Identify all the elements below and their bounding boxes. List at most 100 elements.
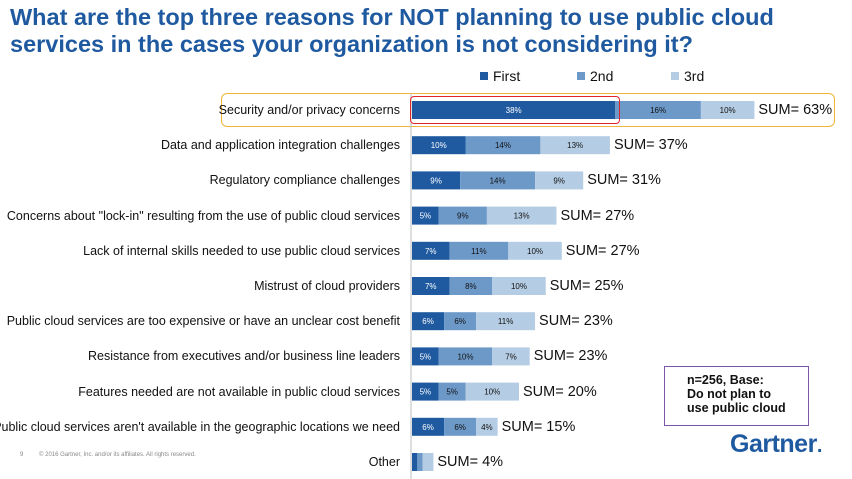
sum-label-10: SUM= 4% xyxy=(437,454,504,470)
bar-label-2nd-5: 8% xyxy=(465,282,477,291)
category-label-1: Data and application integration challen… xyxy=(160,138,400,153)
bar-2nd-9 xyxy=(444,417,477,436)
bar-2nd-1 xyxy=(465,136,541,155)
bar-label-3rd-4: 10% xyxy=(527,247,543,256)
sum-label-6: SUM= 23% xyxy=(539,313,613,330)
note-line-2: Do not plan to xyxy=(687,387,772,401)
legend-swatch-second xyxy=(577,72,585,80)
bar-3rd-0 xyxy=(700,101,755,119)
bar-label-first-0: 38% xyxy=(506,106,522,115)
bar-label-3rd-0: 10% xyxy=(720,106,736,115)
highlight-box xyxy=(221,93,835,127)
bar-label-first-8: 5% xyxy=(420,388,432,397)
sample-note: n=256, Base: Do not plan to use public c… xyxy=(664,366,809,426)
category-label-4: Lack of internal skills needed to use pu… xyxy=(83,243,400,258)
bar-label-first-7: 5% xyxy=(420,352,432,361)
bar-label-2nd-8: 5% xyxy=(446,388,458,397)
category-label-0: Security and/or privacy concerns xyxy=(218,103,400,117)
bar-first-6 xyxy=(412,312,445,331)
bar-label-3rd-9: 4% xyxy=(481,423,493,432)
category-label-10: Other xyxy=(368,455,400,469)
bar-label-2nd-9: 6% xyxy=(454,423,466,432)
bar-first-4 xyxy=(412,241,450,260)
bar-label-3rd-5: 10% xyxy=(511,282,527,291)
logo-text: Gartner xyxy=(730,430,817,458)
bar-3rd-1 xyxy=(540,136,610,155)
bar-3rd-5 xyxy=(492,277,546,295)
category-label-9: Public cloud services aren't available i… xyxy=(0,419,400,434)
sum-label-1: SUM= 37% xyxy=(613,137,688,154)
bar-label-2nd-0: 16% xyxy=(650,106,666,115)
bar-label-3rd-3: 13% xyxy=(514,212,530,221)
chart-title: What are the top three reasons for NOT p… xyxy=(10,4,774,57)
bar-label-3rd-1: 13% xyxy=(567,141,583,150)
bar-3rd-9 xyxy=(476,417,498,436)
bar-label-first-3: 5% xyxy=(420,212,432,221)
bar-label-3rd-7: 7% xyxy=(505,352,517,361)
bar-3rd-7 xyxy=(492,347,530,366)
footer: 9 © 2016 Gartner, Inc. and/or its affili… xyxy=(20,452,210,458)
legend-first: First xyxy=(480,68,520,84)
bar-first-10 xyxy=(412,453,418,471)
bar-first-2 xyxy=(412,171,461,190)
copyright: © 2016 Gartner, Inc. and/or its affiliat… xyxy=(39,452,196,458)
bar-2nd-0 xyxy=(615,101,701,119)
page-number: 9 xyxy=(20,452,24,458)
bar-label-3rd-8: 10% xyxy=(484,388,500,397)
note-line-3: use public cloud xyxy=(687,401,786,415)
bar-label-first-1: 10% xyxy=(431,141,447,150)
sum-label-9: SUM= 15% xyxy=(501,418,576,435)
top-bar-outline xyxy=(410,96,620,124)
bar-first-0 xyxy=(412,101,616,119)
bar-3rd-2 xyxy=(535,171,584,190)
bar-first-9 xyxy=(412,417,445,436)
sum-label-2: SUM= 31% xyxy=(587,172,661,189)
legend-third: 3rd xyxy=(671,68,704,84)
legend-second: 2nd xyxy=(577,68,613,84)
sum-label-0: SUM= 63% xyxy=(758,102,833,118)
category-label-3: Concerns about "lock-in" resulting from … xyxy=(6,208,400,223)
bar-2nd-2 xyxy=(460,171,536,190)
bar-first-1 xyxy=(412,136,466,155)
logo-dot: . xyxy=(816,435,823,457)
bar-label-2nd-7: 10% xyxy=(457,352,473,361)
bar-3rd-8 xyxy=(465,382,519,401)
category-label-6: Public cloud services are too expensive … xyxy=(6,314,400,329)
legend-label-second: 2nd xyxy=(590,68,614,84)
bar-label-first-6: 6% xyxy=(422,317,434,326)
bar-label-2nd-1: 14% xyxy=(495,141,511,150)
bar-label-first-4: 7% xyxy=(425,247,437,256)
bar-label-first-9: 6% xyxy=(422,423,434,432)
bar-2nd-7 xyxy=(438,347,493,366)
bar-2nd-3 xyxy=(438,206,487,225)
bar-2nd-4 xyxy=(449,241,509,260)
bar-3rd-3 xyxy=(486,206,557,225)
category-label-2: Regulatory compliance challenges xyxy=(209,173,400,188)
bar-label-first-5: 7% xyxy=(425,282,437,291)
bar-2nd-5 xyxy=(449,277,493,295)
gartner-logo: Gartner. xyxy=(730,430,822,459)
bar-3rd-6 xyxy=(476,312,536,331)
bar-2nd-10 xyxy=(417,453,423,471)
category-label-5: Mistrust of cloud providers xyxy=(254,279,400,293)
bar-label-2nd-6: 6% xyxy=(454,317,466,326)
bar-first-7 xyxy=(412,347,439,366)
bar-label-2nd-3: 9% xyxy=(457,212,469,221)
bar-3rd-4 xyxy=(508,241,562,260)
bar-label-3rd-2: 9% xyxy=(553,176,565,185)
bar-3rd-10 xyxy=(422,453,434,471)
legend-label-first: First xyxy=(493,68,521,84)
bar-2nd-6 xyxy=(444,312,477,331)
bar-first-3 xyxy=(412,206,439,225)
sum-label-5: SUM= 25% xyxy=(549,278,624,294)
legend-label-third: 3rd xyxy=(684,68,705,84)
bar-first-5 xyxy=(412,277,450,295)
sum-label-7: SUM= 23% xyxy=(533,348,608,365)
bar-label-3rd-6: 11% xyxy=(498,317,513,326)
category-label-7: Resistance from executives and/or busine… xyxy=(88,349,400,364)
category-label-8: Features needed are not available in pub… xyxy=(78,384,400,399)
legend-swatch-first xyxy=(480,72,488,80)
sum-label-4: SUM= 27% xyxy=(565,242,640,259)
bar-2nd-8 xyxy=(438,382,466,401)
